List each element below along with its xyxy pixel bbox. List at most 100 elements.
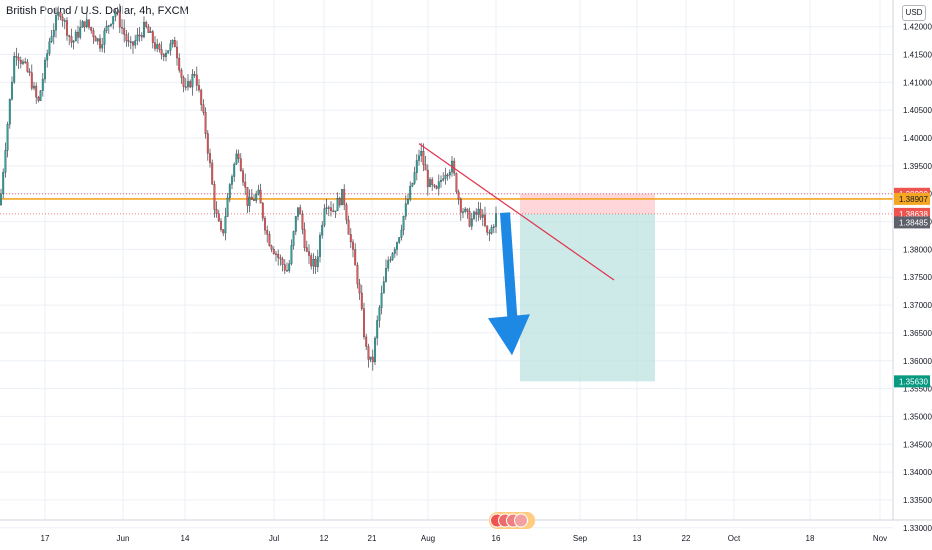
- candle-body: [160, 49, 163, 55]
- candle-body: [105, 25, 108, 31]
- time-tick-label: 22: [682, 534, 691, 543]
- currency-button[interactable]: USD: [902, 5, 926, 21]
- price-badge-label: 1.35630: [899, 377, 928, 386]
- price-tick-label: 1.33000: [903, 524, 932, 533]
- candle-body: [121, 26, 123, 29]
- grid: [0, 0, 893, 529]
- candle-body: [136, 34, 139, 41]
- candle-body: [191, 74, 194, 88]
- candle-body: [371, 356, 374, 363]
- candle-body: [187, 81, 189, 88]
- candle-body: [481, 214, 484, 218]
- candle-body: [19, 60, 22, 64]
- candle-body: [239, 158, 242, 172]
- candle-body: [332, 210, 335, 212]
- candle-body: [81, 21, 84, 28]
- candle-body: [215, 209, 218, 214]
- candle-body: [259, 189, 262, 204]
- candle-body: [294, 216, 297, 232]
- candle-body: [167, 50, 170, 54]
- candle-body: [253, 199, 255, 201]
- candle-body: [50, 36, 53, 42]
- candle-body: [303, 229, 306, 248]
- candle-body: [2, 172, 5, 195]
- price-tick-label: 1.35000: [903, 412, 932, 421]
- candle-body: [4, 150, 7, 173]
- price-tick-label: 1.34500: [903, 440, 932, 449]
- candle-body: [182, 77, 185, 87]
- candle-body: [195, 74, 198, 86]
- candle-body: [162, 54, 165, 57]
- candle-body: [446, 174, 449, 177]
- candle-body: [398, 237, 401, 243]
- candle-body: [380, 292, 383, 308]
- candle-body: [442, 178, 445, 181]
- candle-body: [327, 207, 330, 209]
- candle-body: [358, 283, 361, 294]
- candle-body: [123, 28, 126, 35]
- candle-body: [127, 40, 130, 42]
- candle-body: [429, 179, 431, 187]
- candle-body: [134, 40, 137, 46]
- candle-body: [220, 220, 222, 230]
- candle-body: [114, 11, 117, 17]
- logo-circle: [514, 513, 528, 528]
- candle-body: [193, 74, 196, 76]
- candle-body: [435, 186, 438, 189]
- candle-body: [158, 44, 161, 50]
- candle-body: [24, 61, 27, 63]
- candle-body: [151, 31, 154, 43]
- candle-body: [226, 197, 229, 217]
- candle-body: [35, 85, 38, 98]
- time-tick-label: Aug: [421, 534, 435, 543]
- candle-body: [143, 22, 145, 38]
- candle-body: [354, 249, 357, 266]
- candle-body: [231, 176, 233, 185]
- candle-body: [488, 232, 491, 234]
- candle-body: [180, 70, 183, 78]
- candle-body: [209, 153, 211, 164]
- candle-body: [356, 265, 359, 285]
- candle-body: [233, 164, 236, 177]
- candle-body: [61, 16, 64, 21]
- candle-body: [8, 99, 11, 125]
- candle-body: [363, 308, 365, 338]
- candle-body: [90, 27, 93, 31]
- candle-body: [165, 53, 167, 57]
- candle-body: [448, 171, 451, 176]
- candle-body: [345, 204, 348, 221]
- candle-body: [176, 46, 178, 59]
- candle-body: [222, 229, 225, 234]
- candle-body: [125, 34, 128, 41]
- candle-body: [433, 184, 436, 187]
- candle-body: [198, 85, 200, 91]
- price-tick-label: 1.36500: [903, 329, 932, 338]
- candle-body: [44, 59, 46, 80]
- time-axis: 17 Jun 14 Jul 12 21 Aug 16 Sep 13 22 Oct 18 Nov: [0, 519, 932, 543]
- price-tick-label: 1.39500: [903, 162, 932, 171]
- candle-body: [334, 210, 337, 213]
- candle-body: [486, 225, 489, 233]
- candle-body: [83, 21, 86, 28]
- take-profit-zone: [520, 213, 655, 382]
- candle-body: [92, 30, 95, 38]
- candle-body: [228, 184, 231, 199]
- candle-body: [343, 189, 346, 205]
- candle-body: [39, 90, 42, 101]
- candle-body: [407, 199, 409, 204]
- candle-body: [48, 41, 51, 54]
- price-badge: [894, 375, 930, 388]
- candle-body: [308, 251, 310, 256]
- candle-body: [88, 19, 90, 28]
- candle-body: [312, 259, 315, 267]
- candle-body: [257, 189, 260, 195]
- candle-body: [206, 133, 209, 154]
- candle-body: [28, 71, 31, 73]
- candle-body: [63, 20, 66, 22]
- candle-body: [200, 89, 203, 105]
- candle-body: [213, 184, 216, 210]
- candle-body: [338, 198, 341, 206]
- position-zones: [520, 193, 655, 382]
- candle-body: [261, 202, 264, 219]
- candle-body: [325, 207, 328, 209]
